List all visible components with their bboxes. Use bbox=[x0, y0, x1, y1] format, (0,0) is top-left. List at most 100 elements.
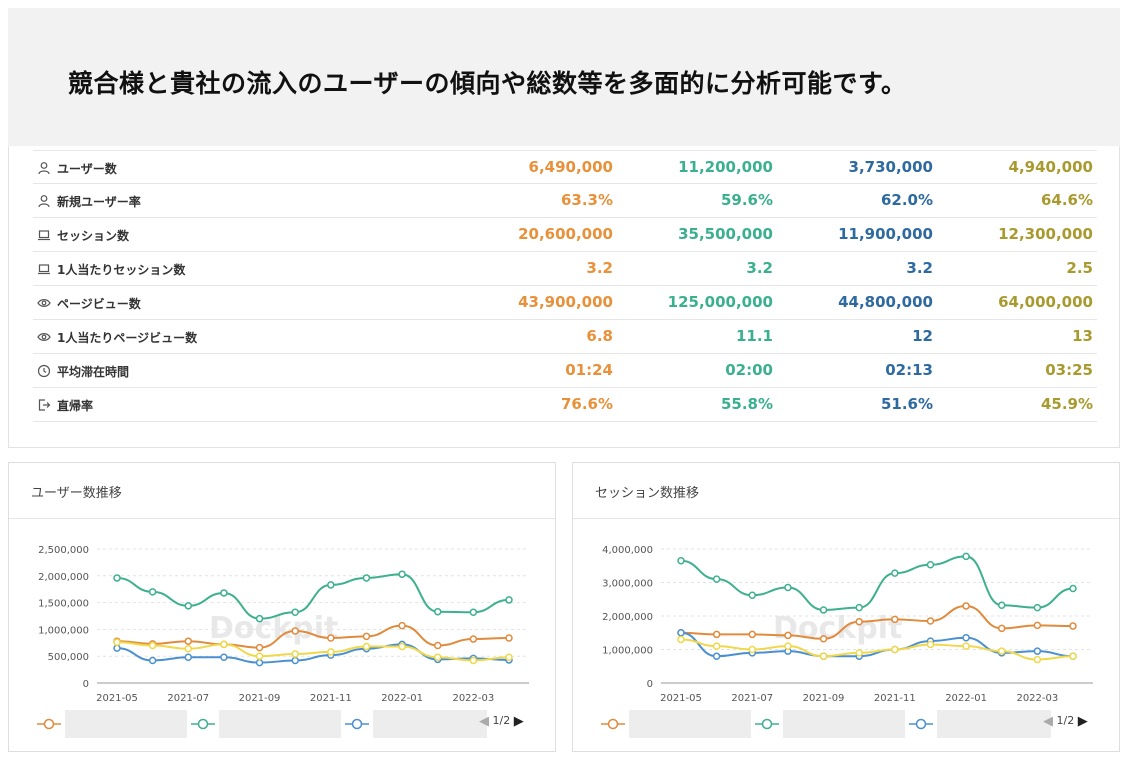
data-point[interactable] bbox=[291, 650, 299, 658]
data-point[interactable] bbox=[220, 589, 228, 597]
legend-item[interactable] bbox=[755, 710, 907, 740]
metric-label: 1人当たりページビュー数 bbox=[57, 331, 198, 345]
data-point[interactable] bbox=[362, 574, 371, 582]
data-point[interactable] bbox=[748, 591, 757, 599]
data-point[interactable] bbox=[926, 640, 935, 649]
legend-item[interactable] bbox=[601, 710, 753, 740]
data-point[interactable] bbox=[784, 631, 792, 640]
data-point[interactable] bbox=[184, 644, 193, 653]
data-point[interactable] bbox=[855, 617, 863, 626]
data-point[interactable] bbox=[291, 608, 299, 616]
data-point[interactable] bbox=[926, 617, 935, 625]
legend-item[interactable] bbox=[191, 710, 343, 740]
data-point[interactable] bbox=[962, 602, 970, 610]
next-page-icon[interactable]: ▶ bbox=[1077, 714, 1088, 729]
data-point[interactable] bbox=[327, 648, 335, 656]
next-page-icon[interactable]: ▶ bbox=[513, 714, 524, 729]
data-point[interactable] bbox=[148, 641, 157, 650]
data-point[interactable] bbox=[712, 652, 721, 660]
y-tick-label: 500,000 bbox=[48, 652, 89, 663]
data-point[interactable] bbox=[712, 642, 721, 650]
data-point[interactable] bbox=[255, 643, 264, 652]
data-point[interactable] bbox=[997, 624, 1006, 633]
data-point[interactable] bbox=[855, 649, 863, 657]
data-point[interactable] bbox=[962, 634, 970, 642]
data-point[interactable] bbox=[748, 645, 757, 654]
data-point[interactable] bbox=[220, 653, 228, 662]
data-point[interactable] bbox=[255, 652, 264, 660]
data-point[interactable] bbox=[677, 556, 685, 565]
data-point[interactable] bbox=[362, 632, 371, 641]
data-point[interactable] bbox=[784, 583, 792, 592]
data-point[interactable] bbox=[819, 635, 828, 643]
data-point[interactable] bbox=[113, 574, 121, 582]
data-point[interactable] bbox=[505, 596, 513, 604]
data-point[interactable] bbox=[1069, 652, 1077, 660]
data-point[interactable] bbox=[505, 653, 513, 662]
data-point[interactable] bbox=[1033, 603, 1042, 612]
metric-value: 3.2 bbox=[586, 259, 613, 277]
data-point[interactable] bbox=[327, 634, 335, 642]
data-point[interactable] bbox=[433, 653, 442, 662]
data-point[interactable] bbox=[891, 569, 899, 577]
data-point[interactable] bbox=[220, 640, 228, 649]
data-point[interactable] bbox=[184, 602, 193, 610]
data-point[interactable] bbox=[433, 641, 442, 650]
data-point[interactable] bbox=[327, 581, 335, 589]
data-point[interactable] bbox=[362, 642, 371, 651]
data-point[interactable] bbox=[712, 630, 721, 639]
data-point[interactable] bbox=[1069, 584, 1077, 593]
data-point[interactable] bbox=[255, 614, 264, 623]
data-point[interactable] bbox=[1069, 622, 1077, 630]
data-point[interactable] bbox=[997, 647, 1006, 655]
data-point[interactable] bbox=[997, 601, 1006, 610]
data-point[interactable] bbox=[184, 637, 193, 645]
legend-item[interactable] bbox=[345, 710, 487, 740]
data-point[interactable] bbox=[819, 652, 828, 660]
watermark-logo: Dockpit bbox=[773, 611, 903, 646]
data-point[interactable] bbox=[433, 607, 442, 616]
data-point[interactable] bbox=[784, 642, 792, 650]
data-point[interactable] bbox=[184, 653, 193, 662]
series-line bbox=[680, 631, 1074, 658]
data-point[interactable] bbox=[255, 658, 264, 667]
metric-label: 平均滞在時間 bbox=[57, 365, 130, 379]
data-point[interactable] bbox=[677, 629, 685, 637]
data-point[interactable] bbox=[677, 635, 685, 644]
data-point[interactable] bbox=[398, 570, 406, 578]
legend-item[interactable] bbox=[37, 710, 189, 740]
data-point[interactable] bbox=[398, 621, 406, 630]
data-point[interactable] bbox=[291, 627, 299, 635]
metric-value: 2.5 bbox=[1066, 259, 1093, 277]
data-point[interactable] bbox=[748, 630, 757, 639]
data-point[interactable] bbox=[398, 642, 406, 651]
data-point[interactable] bbox=[469, 635, 478, 643]
data-point[interactable] bbox=[291, 656, 299, 665]
legend-item[interactable] bbox=[909, 710, 1051, 740]
data-point[interactable] bbox=[148, 588, 157, 596]
metric-row: セッション数 20,600,000 35,500,000 11,900,000 12,3… bbox=[33, 218, 1097, 252]
data-point[interactable] bbox=[469, 656, 478, 665]
x-tick-label: 2021-07 bbox=[167, 693, 209, 704]
data-point[interactable] bbox=[855, 603, 863, 612]
data-point[interactable] bbox=[469, 608, 478, 616]
data-point[interactable] bbox=[505, 634, 513, 642]
data-point[interactable] bbox=[819, 606, 828, 614]
data-point[interactable] bbox=[1033, 655, 1042, 664]
data-point[interactable] bbox=[113, 638, 121, 647]
data-point[interactable] bbox=[113, 644, 121, 652]
data-point[interactable] bbox=[962, 552, 970, 561]
data-point[interactable] bbox=[712, 575, 721, 583]
metric-value: 45.9% bbox=[1040, 395, 1093, 413]
data-point[interactable] bbox=[148, 656, 157, 665]
data-point[interactable] bbox=[926, 560, 935, 569]
data-point[interactable] bbox=[1033, 647, 1042, 655]
legend-redacted-name bbox=[629, 710, 751, 738]
data-point[interactable] bbox=[1033, 621, 1042, 630]
data-point[interactable] bbox=[962, 642, 970, 650]
data-point[interactable] bbox=[891, 615, 899, 624]
data-point[interactable] bbox=[891, 645, 899, 654]
prev-page-icon[interactable]: ◀ bbox=[1043, 714, 1053, 729]
y-tick-label: 2,000,000 bbox=[602, 612, 653, 623]
prev-page-icon[interactable]: ◀ bbox=[479, 714, 489, 729]
